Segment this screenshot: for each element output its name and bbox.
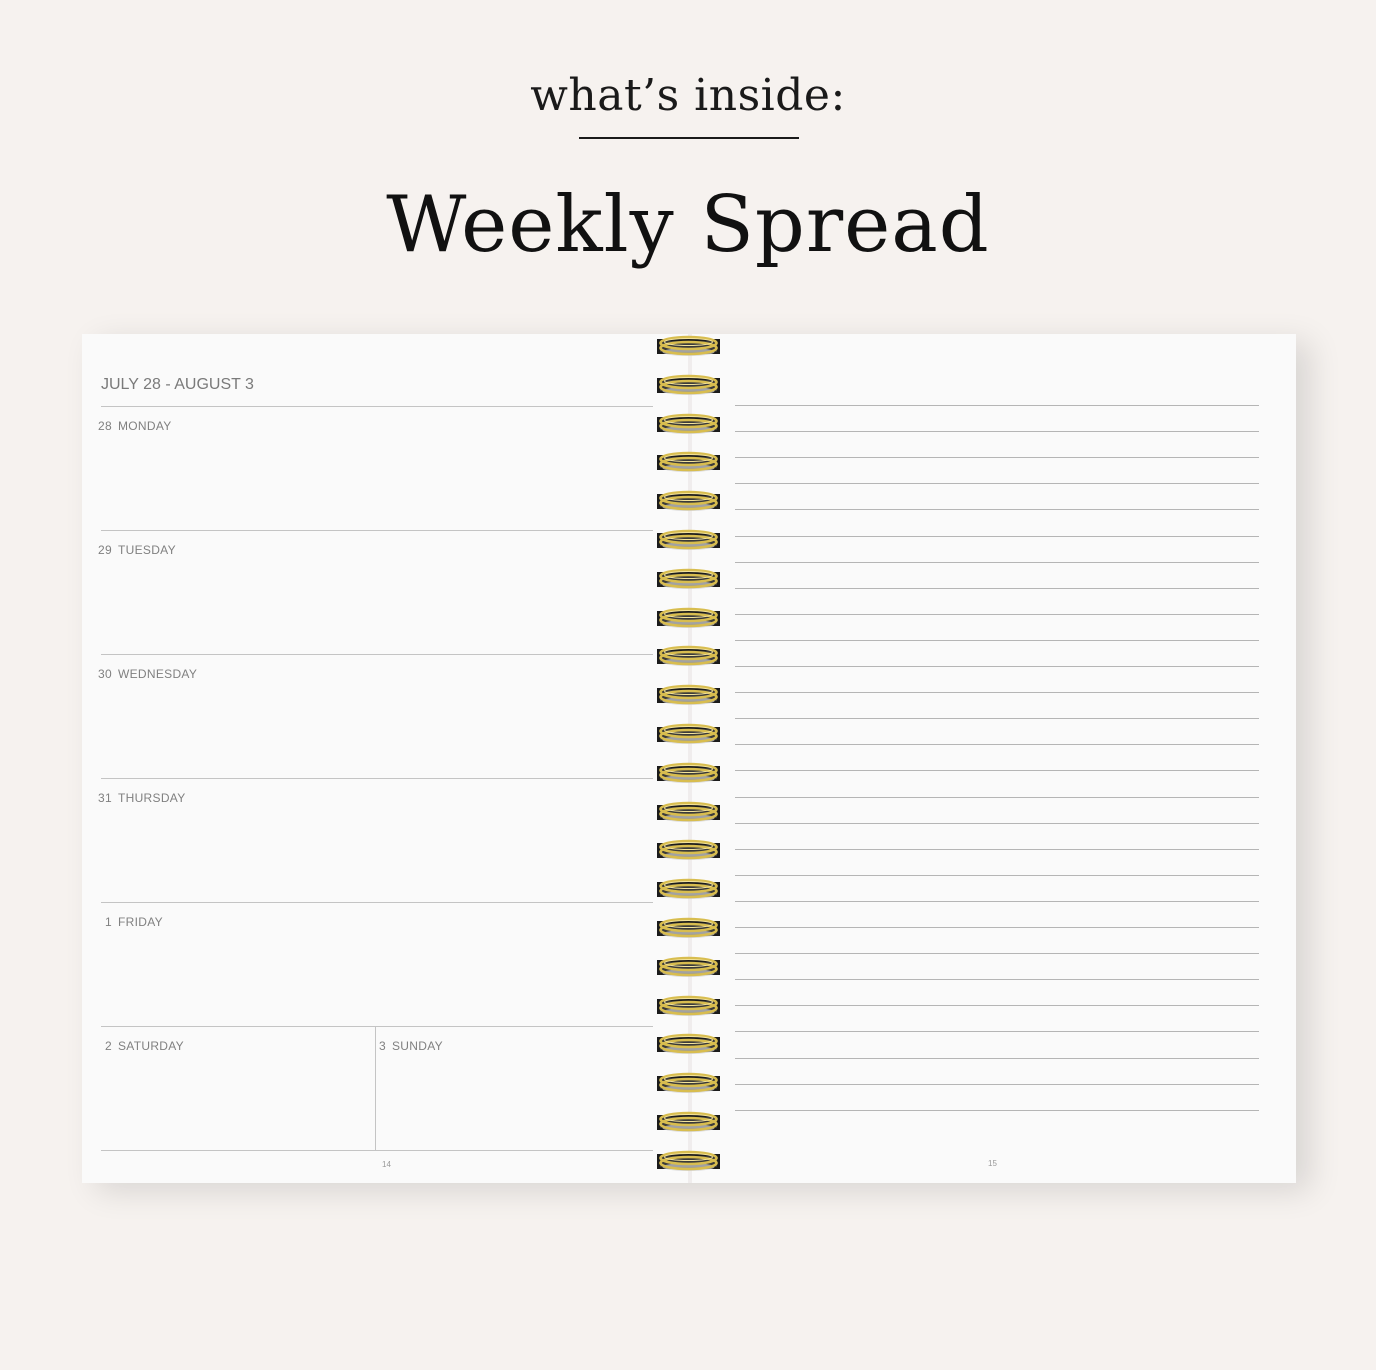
- day-label-sunday: 3 SUNDAY: [368, 1039, 443, 1053]
- page-title: Weekly Spread: [386, 180, 990, 270]
- day-number: 2: [105, 1039, 112, 1053]
- day-name: FRIDAY: [118, 915, 163, 929]
- ruled-line: [735, 1083, 1259, 1085]
- spiral-ring-icon: [657, 995, 720, 1017]
- day-name: WEDNESDAY: [118, 667, 198, 681]
- day-label-tuesday: 29 TUESDAY: [94, 543, 176, 557]
- day-number: 28: [98, 419, 112, 433]
- day-label-wednesday: 30 WEDNESDAY: [94, 667, 197, 681]
- spiral-ring-icon: [657, 956, 720, 978]
- ruled-line: [735, 1057, 1259, 1059]
- ruled-line: [735, 483, 1259, 485]
- ruled-line: [735, 692, 1259, 694]
- day-number: 31: [98, 791, 112, 805]
- ruled-line: [735, 718, 1259, 720]
- ruled-line: [735, 796, 1259, 798]
- spiral-ring-icon: [657, 645, 720, 667]
- ruled-line: [735, 979, 1259, 981]
- ruled-line: [735, 666, 1259, 667]
- week-range: JULY 28 - AUGUST 3: [101, 376, 254, 393]
- ruled-line: [735, 1005, 1259, 1007]
- page-number-right: 15: [988, 1159, 997, 1168]
- ruled-line: [735, 848, 1259, 850]
- day-name: SATURDAY: [118, 1039, 184, 1053]
- spiral-ring-icon: [657, 1111, 720, 1133]
- day-divider: [101, 902, 653, 903]
- ruled-line: [735, 927, 1259, 928]
- kicker-heading: what’s inside:: [530, 70, 846, 121]
- day-name: THURSDAY: [118, 791, 186, 805]
- ruled-line: [735, 874, 1259, 876]
- spiral-ring-icon: [657, 335, 720, 357]
- day-divider: [101, 1150, 653, 1151]
- day-label-saturday: 2 SATURDAY: [94, 1039, 184, 1053]
- day-name: SUNDAY: [392, 1039, 443, 1053]
- spiral-ring-icon: [657, 684, 720, 706]
- spiral-ring-icon: [657, 490, 720, 512]
- spiral-ring-icon: [657, 801, 720, 823]
- spiral-ring-icon: [657, 1150, 720, 1172]
- day-number: 1: [105, 915, 112, 929]
- ruled-line: [735, 953, 1259, 955]
- spiral-ring-icon: [657, 878, 720, 900]
- day-number: 3: [379, 1039, 386, 1053]
- kicker-underline: [579, 137, 799, 139]
- weekend-divider: [375, 1026, 376, 1150]
- spiral-ring-icon: [657, 839, 720, 861]
- day-name: TUESDAY: [118, 543, 176, 557]
- ruled-line: [735, 587, 1259, 589]
- ruled-line: [735, 770, 1259, 772]
- spiral-ring-icon: [657, 374, 720, 396]
- spiral-ring-icon: [657, 607, 720, 629]
- ruled-line: [735, 405, 1259, 406]
- spiral-ring-icon: [657, 917, 720, 939]
- day-divider: [101, 406, 653, 407]
- page-number-left: 14: [382, 1160, 391, 1169]
- day-number: 29: [98, 543, 112, 557]
- ruled-line: [735, 744, 1259, 746]
- day-divider: [101, 654, 653, 655]
- planner-spread: JULY 28 - AUGUST 3 14 15 28 MONDAY 29 TUESD…: [82, 334, 1296, 1183]
- ruled-line: [735, 639, 1259, 641]
- ruled-line: [735, 822, 1259, 824]
- day-label-monday: 28 MONDAY: [94, 419, 172, 433]
- gutter: [688, 334, 692, 1183]
- day-name: MONDAY: [118, 419, 172, 433]
- ruled-line: [735, 900, 1259, 902]
- spiral-ring-icon: [657, 568, 720, 590]
- spiral-ring-icon: [657, 723, 720, 745]
- day-divider: [101, 530, 653, 531]
- spiral-ring-icon: [657, 413, 720, 435]
- ruled-line: [735, 1109, 1259, 1111]
- ruled-line: [735, 613, 1259, 615]
- ruled-line: [735, 561, 1259, 563]
- ruled-line: [735, 431, 1259, 433]
- spiral-ring-icon: [657, 451, 720, 473]
- spiral-ring-icon: [657, 762, 720, 784]
- day-divider: [101, 778, 653, 779]
- spiral-ring-icon: [657, 529, 720, 551]
- ruled-line: [735, 535, 1259, 537]
- day-label-friday: 1 FRIDAY: [94, 915, 163, 929]
- spiral-ring-icon: [657, 1072, 720, 1094]
- day-divider: [101, 1026, 653, 1027]
- ruled-line: [735, 1031, 1259, 1033]
- day-label-thursday: 31 THURSDAY: [94, 791, 186, 805]
- ruled-line: [735, 457, 1259, 459]
- day-number: 30: [98, 667, 112, 681]
- ruled-line: [735, 509, 1259, 511]
- spiral-ring-icon: [657, 1033, 720, 1055]
